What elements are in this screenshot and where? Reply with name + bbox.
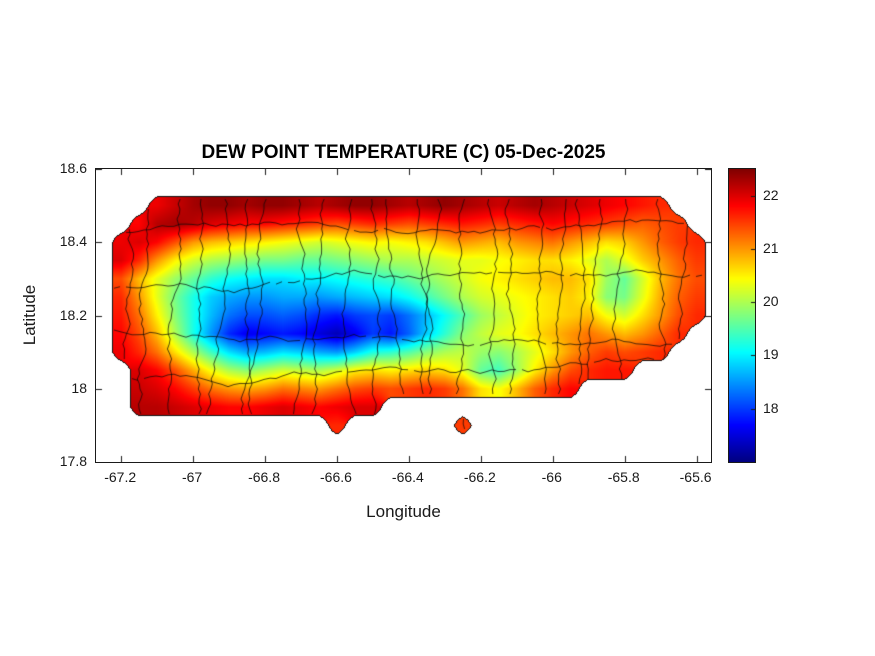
colorbar — [728, 168, 756, 463]
plot-area — [95, 168, 712, 463]
colorbar-tick-label: 22 — [763, 186, 779, 203]
y-tick-label: 18.2 — [59, 306, 87, 323]
colorbar-tick-label: 19 — [763, 346, 779, 363]
heatmap-canvas — [96, 169, 711, 462]
x-tick-label: -66.4 — [391, 469, 424, 485]
x-tick-label: -65.8 — [607, 469, 640, 485]
colorbar-tick-label: 21 — [763, 239, 779, 256]
colorbar-tick-label: 18 — [763, 399, 779, 416]
x-tick-label: -66.2 — [463, 469, 496, 485]
y-tick-label: 17.8 — [59, 453, 87, 469]
x-tick-label: -67 — [181, 469, 203, 485]
y-tick-label: 18 — [71, 379, 87, 396]
x-tick-label: -67.2 — [104, 469, 137, 485]
x-tick-label: -66.8 — [248, 469, 280, 485]
colorbar-tick-label: 20 — [763, 293, 779, 310]
x-axis-label: Longitude — [366, 502, 441, 521]
colorbar-gradient-canvas — [729, 169, 755, 462]
chart-title: DEW POINT TEMPERATURE (C) 05-Dec-2025 — [201, 142, 606, 163]
x-tick-label: -66 — [541, 469, 562, 485]
y-tick-label: 18.4 — [59, 233, 87, 250]
x-tick-label: -66.6 — [319, 469, 352, 485]
y-tick-label: 18.6 — [59, 160, 87, 176]
x-tick-label: -65.6 — [679, 469, 712, 485]
